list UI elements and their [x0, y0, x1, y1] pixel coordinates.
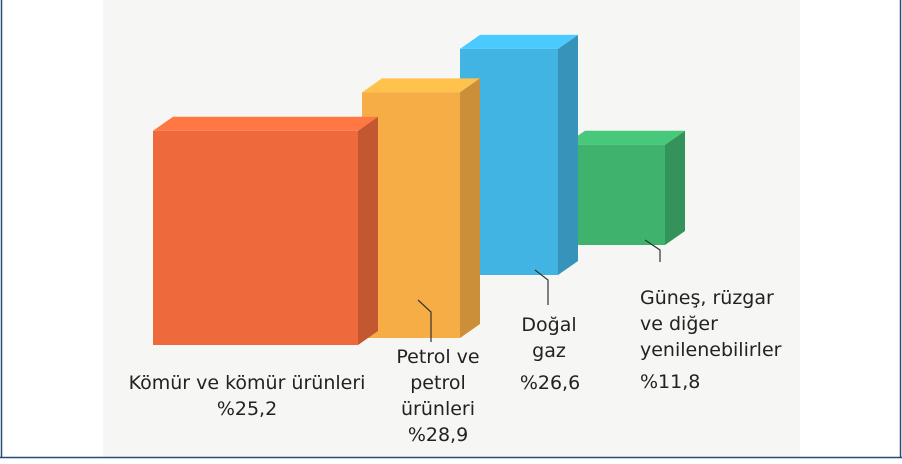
block-top — [362, 78, 480, 92]
block-top — [565, 131, 685, 145]
block-front — [565, 145, 665, 245]
block-side — [558, 35, 578, 275]
block-side — [358, 117, 378, 345]
value-label: %25,2 — [112, 396, 382, 422]
category-label: Güneş, rüzgar ve diğer yenilenebilirler — [640, 285, 798, 363]
block-side — [460, 78, 480, 338]
value-label: %26,6 — [505, 370, 595, 396]
block-side — [665, 131, 685, 245]
page: Kömür ve kömür ürünleri %25,2 Petrol ve … — [0, 0, 902, 464]
category-label: Petrol ve petrol ürünleri — [386, 344, 490, 422]
block-top — [460, 35, 578, 49]
value-label: %11,8 — [640, 369, 760, 395]
block-front — [153, 131, 358, 345]
category-label: Kömür ve kömür ürünleri — [112, 370, 382, 396]
value-label: %28,9 — [386, 422, 490, 448]
block-top — [153, 117, 378, 131]
category-label: Doğal gaz — [512, 312, 586, 364]
